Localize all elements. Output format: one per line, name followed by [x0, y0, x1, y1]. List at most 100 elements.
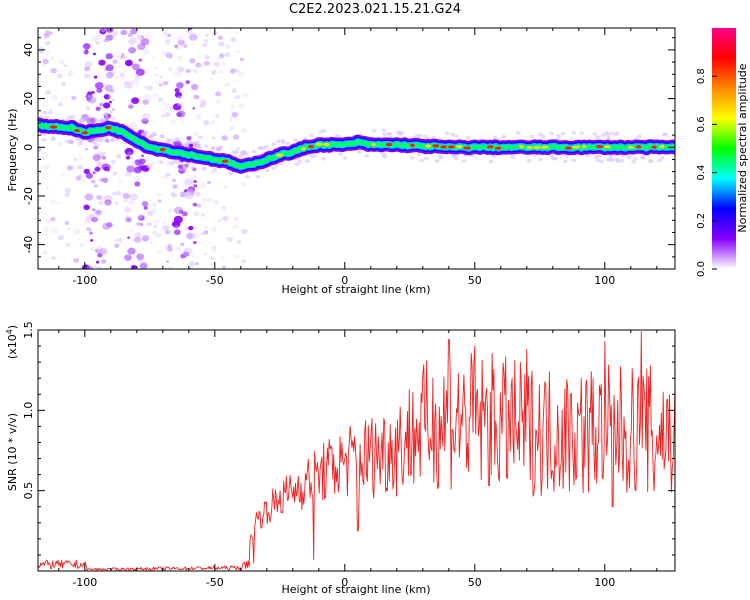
noise-blob: [100, 28, 106, 33]
noise-blob: [104, 199, 112, 206]
ridge-core-dot: [572, 145, 581, 149]
halo-blob: [608, 157, 614, 161]
ridge-core-dot: [604, 145, 611, 149]
halo-blob: [538, 157, 544, 162]
noise-blob: [182, 211, 188, 217]
noise-blob: [93, 75, 98, 79]
noise-blob: [111, 108, 115, 111]
noise-blob: [199, 102, 206, 109]
noise-blob: [205, 33, 210, 37]
noise-blob: [231, 111, 239, 118]
noise-blob: [203, 144, 209, 148]
halo-blob: [255, 174, 261, 179]
halo-blob: [201, 166, 207, 171]
noise-blob: [154, 66, 158, 70]
halo-blob: [634, 136, 640, 141]
halo-blob: [169, 161, 175, 166]
noise-blob: [211, 245, 217, 250]
halo-blob: [578, 131, 584, 135]
noise-blob: [156, 192, 162, 198]
halo-blob: [663, 132, 669, 137]
noise-blob: [50, 56, 55, 61]
noise-blob: [95, 209, 102, 215]
noise-blob: [242, 92, 249, 98]
noise-blob: [162, 81, 168, 86]
noise-blob: [131, 63, 140, 71]
noise-blob: [153, 224, 158, 229]
halo-blob: [212, 168, 218, 172]
noise-blob: [43, 152, 49, 157]
noise-blob: [231, 88, 237, 93]
halo-blob: [294, 162, 300, 167]
noise-blob: [173, 229, 181, 236]
noise-blob: [185, 68, 191, 74]
snr-y-label: SNR (10 * v/v): [6, 413, 19, 491]
noise-blob: [57, 201, 61, 205]
noise-blob: [108, 110, 114, 114]
ridge-core-dot: [519, 145, 525, 149]
noise-blob: [241, 259, 246, 264]
spectrogram-frame: [37, 27, 676, 270]
noise-blob: [232, 134, 240, 140]
noise-blob: [82, 194, 86, 198]
halo-blob: [659, 156, 665, 160]
noise-blob: [120, 55, 125, 60]
halo-blob: [304, 159, 310, 163]
noise-blob: [67, 74, 72, 77]
halo-blob: [101, 118, 107, 122]
noise-blob: [49, 108, 53, 112]
noise-blob: [177, 101, 184, 107]
noise-blob: [180, 242, 185, 247]
ridge-core-dot: [565, 146, 572, 150]
noise-blob: [105, 71, 114, 79]
noise-blob: [65, 242, 71, 247]
noise-blob: [188, 261, 196, 267]
noise-blob: [89, 213, 95, 218]
noise-blob: [198, 135, 203, 140]
noise-blob: [73, 258, 80, 263]
noise-blob: [134, 232, 142, 239]
halo-blob: [257, 146, 263, 151]
x-tick-label: 0: [341, 274, 348, 287]
noise-blob: [143, 206, 148, 210]
halo-blob: [510, 155, 516, 160]
noise-blob: [43, 251, 47, 255]
noise-blob: [85, 172, 94, 179]
halo-blob: [465, 136, 471, 140]
noise-blob: [95, 106, 101, 111]
noise-blob: [156, 232, 163, 238]
noise-blob: [45, 218, 52, 224]
noise-blob: [222, 62, 227, 66]
noise-blob: [123, 198, 128, 203]
halo-blob: [492, 135, 498, 140]
noise-blob: [195, 262, 199, 266]
noise-blob: [105, 28, 114, 33]
ridge-core-dot: [581, 144, 587, 149]
halo-blob: [241, 149, 247, 154]
halo-blob: [549, 154, 555, 159]
noise-blob: [133, 236, 142, 243]
noise-blob: [50, 68, 57, 74]
halo-blob: [50, 136, 56, 140]
noise-blob: [111, 98, 116, 102]
noise-blob: [173, 215, 183, 224]
halo-blob: [195, 140, 201, 145]
noise-blob: [51, 228, 58, 234]
halo-blob: [382, 132, 388, 136]
halo-blob: [175, 137, 181, 141]
halo-blob: [190, 166, 196, 170]
halo-blob: [434, 159, 440, 163]
noise-blob: [241, 182, 247, 187]
noise-blob: [233, 216, 240, 222]
ridge-core-dot: [651, 145, 657, 149]
noise-blob: [204, 252, 208, 256]
halo-blob: [44, 115, 50, 119]
halo-blob: [395, 130, 401, 135]
colorbar-label: Normalized spectral amplitude: [736, 63, 749, 232]
noise-blob: [164, 229, 171, 235]
halo-blob: [631, 159, 637, 164]
noise-blob: [228, 125, 235, 131]
noise-blob: [64, 221, 70, 225]
noise-blob: [175, 246, 182, 252]
